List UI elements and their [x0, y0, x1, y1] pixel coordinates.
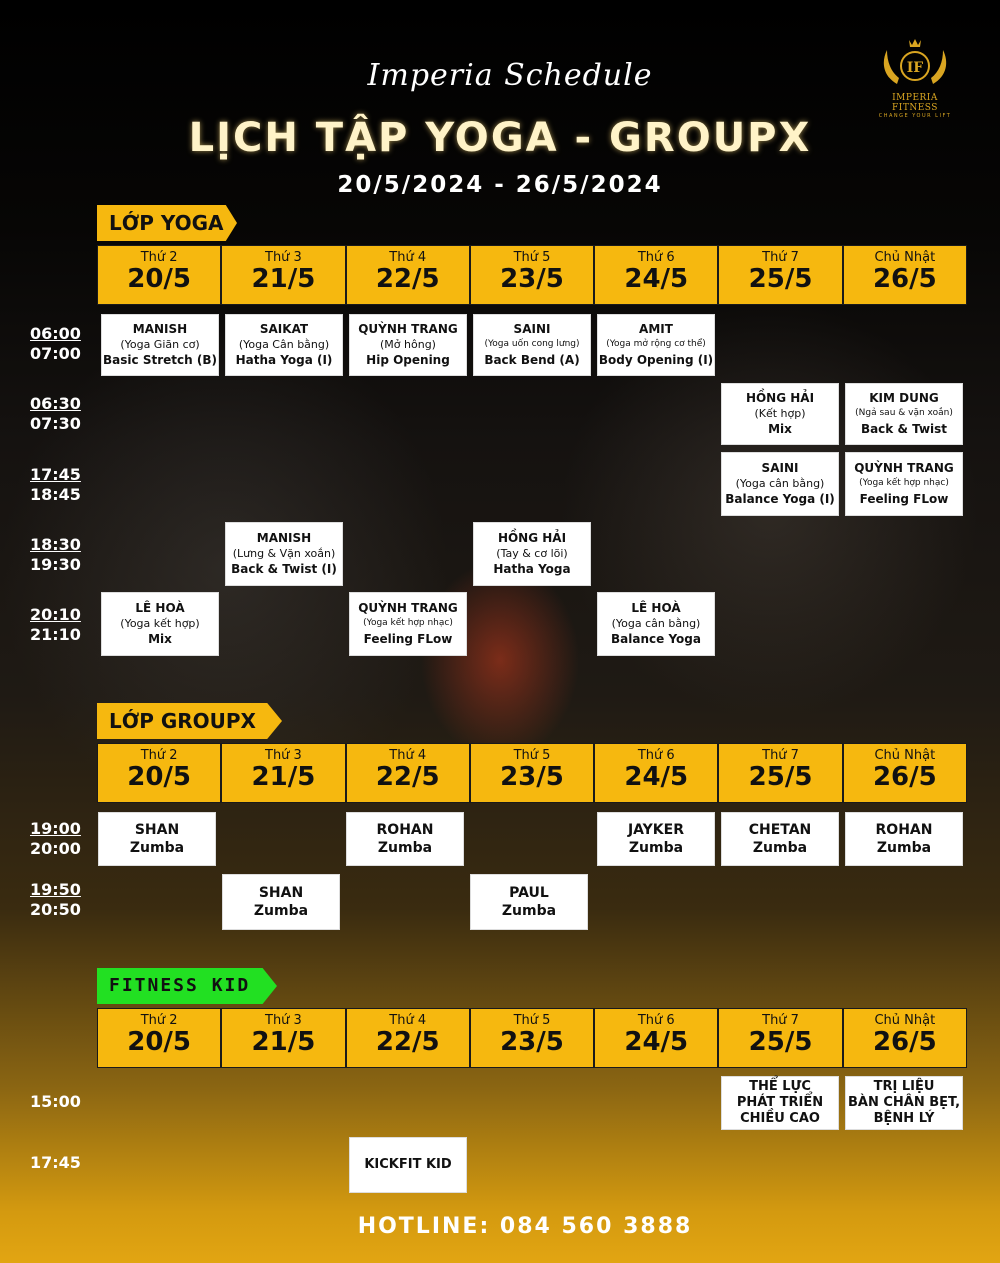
class-cell: JAYKER Zumba — [597, 812, 715, 866]
day-header: Thứ 5 23/5 — [469, 1008, 595, 1068]
day-header: Thứ 5 23/5 — [469, 245, 595, 305]
class-cell: SHAN Zumba — [222, 874, 340, 930]
class-cell: AMIT (Yoga mở rộng cơ thể) Body Opening (I… — [597, 314, 715, 376]
logo-name: IMPERIA FITNESS — [892, 93, 938, 113]
day-header: Chủ Nhật 26/5 — [842, 1008, 967, 1068]
day-header: Thứ 6 24/5 — [594, 743, 719, 803]
day-header: Thứ 6 24/5 — [594, 245, 719, 305]
class-cell: PAUL Zumba — [470, 874, 588, 930]
crown-laurel-icon: IF — [883, 39, 947, 84]
class-cell: QUỲNH TRANG (Yoga kết hợp nhạc) Feeling FL… — [845, 452, 963, 516]
date-range: 20/5/2024 - 26/5/2024 — [337, 172, 663, 198]
time-slot: 06:30 07:30 — [30, 394, 81, 433]
class-cell: KIM DUNG (Ngả sau & vặn xoắn) Back & Twist — [845, 383, 963, 445]
page-title: LỊCH TẬP YOGA - GROUPX — [188, 115, 812, 161]
class-cell: MANISH (Lưng & Vặn xoắn) Back & Twist (I) — [225, 522, 343, 586]
class-cell: TRỊ LIỆU BÀN CHÂN BẸT, BỆNH LÝ — [845, 1076, 963, 1130]
fitness-kid-section-label: FITNESS KID — [97, 968, 277, 1004]
day-header: Thứ 3 21/5 — [221, 1008, 346, 1068]
time-slot: 17:45 18:45 — [30, 465, 81, 504]
time-slot: 06:00 07:00 — [30, 324, 81, 363]
day-header: Thứ 7 25/5 — [718, 1008, 843, 1068]
class-cell: CHETAN Zumba — [721, 812, 839, 866]
class-cell: QUỲNH TRANG (Mở hông) Hip Opening — [349, 314, 467, 376]
logo-tagline: CHANGE YOUR LIFT — [878, 113, 952, 119]
class-cell: SAIKAT (Yoga Cân bằng) Hatha Yoga (I) — [225, 314, 343, 376]
time-slot: 15:00 — [30, 1092, 81, 1111]
groupx-section-label: LỚP GROUPX — [97, 703, 282, 739]
class-cell: HỒNG HẢI (Kết hợp) Mix — [721, 383, 839, 445]
svg-text:IF: IF — [907, 60, 924, 76]
time-slot: 18:30 19:30 — [30, 535, 81, 574]
class-cell: LÊ HOÀ (Yoga cân bằng) Balance Yoga — [597, 592, 715, 656]
imperia-fitness-logo: IF IMPERIA FITNESS CHANGE YOUR LIFT — [868, 34, 962, 119]
class-cell: QUỲNH TRANG (Yoga kết hợp nhạc) Feeling FL… — [349, 592, 467, 656]
script-title: Imperia Schedule — [367, 58, 653, 93]
class-cell: KICKFIT KID — [349, 1137, 467, 1193]
class-cell: ROHAN Zumba — [346, 812, 464, 866]
class-cell: MANISH (Yoga Giãn cơ) Basic Stretch (B) — [101, 314, 219, 376]
class-cell: ROHAN Zumba — [845, 812, 963, 866]
class-cell: THỂ LỰC PHÁT TRIỂN CHIỀU CAO — [721, 1076, 839, 1130]
class-cell: SAINI (Yoga uốn cong lưng) Back Bend (A) — [473, 314, 591, 376]
class-cell: SHAN Zumba — [98, 812, 216, 866]
day-header: Thứ 2 20/5 — [97, 743, 222, 803]
day-header: Thứ 6 24/5 — [594, 1008, 719, 1068]
day-header: Chủ Nhật 26/5 — [842, 743, 967, 803]
yoga-day-header-row: Thứ 2 20/5 Thứ 3 21/5 Thứ 4 22/5 Thứ 5 23/5 … — [97, 245, 967, 305]
day-header: Thứ 7 25/5 — [718, 245, 843, 305]
time-slot: 19:50 20:50 — [30, 880, 81, 919]
day-header: Thứ 4 22/5 — [345, 743, 470, 803]
hotline: HOTLINE: 084 560 3888 — [357, 1214, 693, 1239]
day-header: Thứ 5 23/5 — [469, 743, 595, 803]
time-slot: 20:10 21:10 — [30, 605, 81, 644]
day-header: Thứ 2 20/5 — [97, 245, 222, 305]
day-header: Thứ 7 25/5 — [718, 743, 843, 803]
kid-day-header-row: Thứ 2 20/5 Thứ 3 21/5 Thứ 4 22/5 Thứ 5 23/5 … — [97, 1008, 967, 1068]
class-cell: SAINI (Yoga cân bằng) Balance Yoga (I) — [721, 452, 839, 516]
day-header: Chủ Nhật 26/5 — [842, 245, 967, 305]
groupx-day-header-row: Thứ 2 20/5 Thứ 3 21/5 Thứ 4 22/5 Thứ 5 23/5 … — [97, 743, 967, 803]
day-header: Thứ 4 22/5 — [345, 245, 470, 305]
class-cell: LÊ HOÀ (Yoga kết hợp) Mix — [101, 592, 219, 656]
class-cell: HỒNG HẢI (Tay & cơ lõi) Hatha Yoga — [473, 522, 591, 586]
day-header: Thứ 3 21/5 — [221, 245, 346, 305]
yoga-section-label: LỚP YOGA — [97, 205, 237, 241]
day-header: Thứ 4 22/5 — [345, 1008, 470, 1068]
time-slot: 19:00 20:00 — [30, 819, 81, 858]
day-header: Thứ 3 21/5 — [221, 743, 346, 803]
day-header: Thứ 2 20/5 — [97, 1008, 222, 1068]
time-slot: 17:45 — [30, 1153, 81, 1172]
